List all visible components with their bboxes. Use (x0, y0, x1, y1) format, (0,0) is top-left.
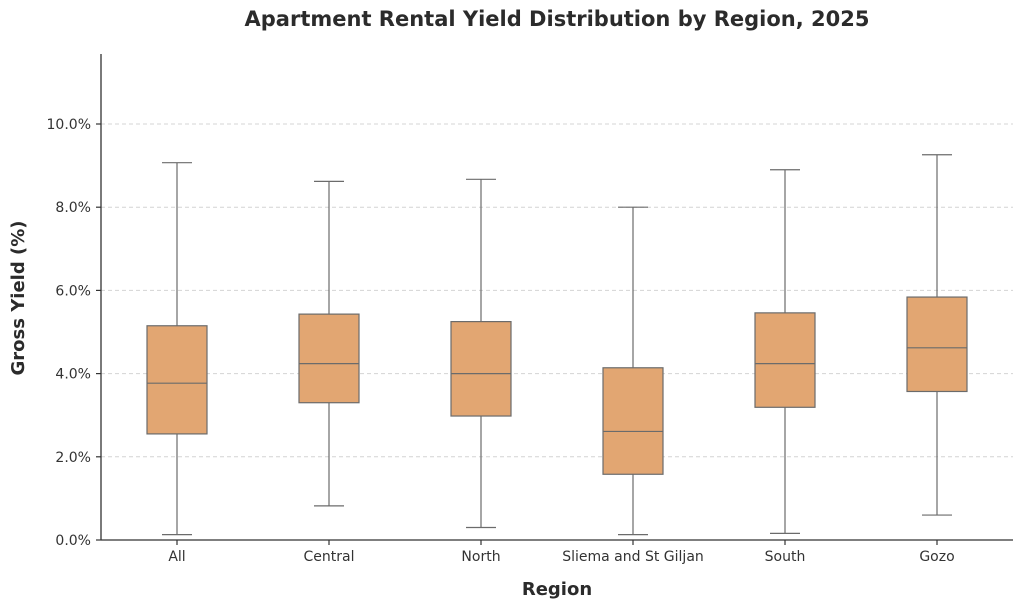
chart-title: Apartment Rental Yield Distribution by R… (245, 7, 870, 31)
iqr-box (450, 321, 512, 417)
iqr-box (754, 312, 816, 408)
box-group (298, 180, 360, 507)
box-group (602, 206, 664, 536)
x-tick-label: Central (304, 549, 355, 565)
box-group (754, 169, 816, 534)
y-tick-label: 0.0% (55, 533, 91, 549)
x-tick-label: All (168, 549, 185, 565)
box-group (450, 178, 512, 529)
x-tick-label: Gozo (919, 549, 954, 565)
iqr-box (298, 313, 360, 404)
y-axis-label: Gross Yield (%) (8, 221, 29, 376)
box-group (906, 154, 968, 516)
y-tick-label: 10.0% (47, 117, 91, 133)
grid-layer (101, 123, 1013, 458)
x-axis-label: Region (522, 579, 592, 600)
y-tick-label: 8.0% (55, 200, 91, 216)
y-tick-label: 4.0% (55, 367, 91, 383)
x-ticks: All Central North Sliema and St Giljan South… (168, 540, 955, 565)
x-tick-label: North (461, 549, 500, 565)
y-tick-label: 2.0% (55, 450, 91, 466)
iqr-box (906, 296, 968, 393)
iqr-box (146, 325, 208, 435)
x-tick-label: Sliema and St Giljan (562, 549, 704, 565)
box-group (146, 162, 208, 536)
y-ticks: 0.0% 2.0% 4.0% 6.0% 8.0% 10.0% (47, 117, 101, 549)
y-tick-label: 6.0% (55, 283, 91, 299)
iqr-box (602, 367, 664, 475)
boxes-layer (146, 154, 968, 536)
x-tick-label: South (765, 549, 806, 565)
